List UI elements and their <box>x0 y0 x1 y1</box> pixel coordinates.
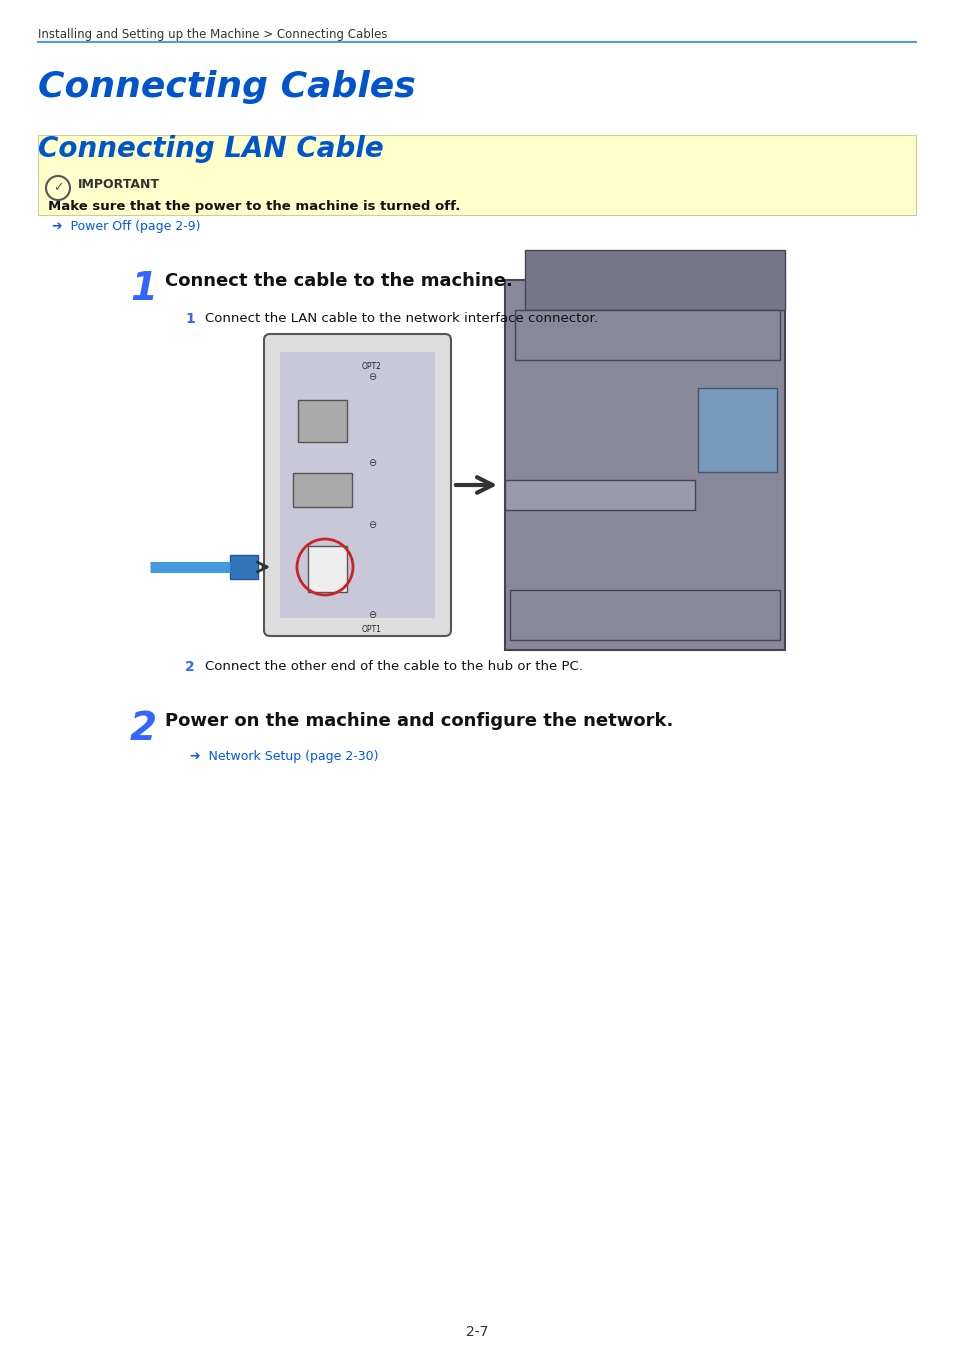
FancyBboxPatch shape <box>524 250 784 310</box>
Text: Connect the other end of the cable to the hub or the PC.: Connect the other end of the cable to th… <box>205 660 582 674</box>
Text: 2: 2 <box>130 710 157 748</box>
FancyBboxPatch shape <box>230 555 257 579</box>
Text: 1: 1 <box>130 270 157 308</box>
FancyBboxPatch shape <box>308 545 347 593</box>
FancyArrowPatch shape <box>257 562 267 572</box>
Text: ⊖: ⊖ <box>368 458 375 468</box>
FancyBboxPatch shape <box>504 481 695 510</box>
Text: 2: 2 <box>185 660 194 674</box>
Text: 1: 1 <box>185 312 194 325</box>
FancyBboxPatch shape <box>698 387 776 472</box>
FancyBboxPatch shape <box>510 590 780 640</box>
FancyBboxPatch shape <box>504 279 784 649</box>
FancyBboxPatch shape <box>297 400 347 441</box>
Text: ⊖: ⊖ <box>368 373 375 382</box>
Text: ➔  Network Setup (page 2-30): ➔ Network Setup (page 2-30) <box>190 751 378 763</box>
Text: Connecting Cables: Connecting Cables <box>38 70 416 104</box>
FancyBboxPatch shape <box>280 352 435 618</box>
Text: ➔  Power Off (page 2-9): ➔ Power Off (page 2-9) <box>52 220 200 234</box>
Text: Installing and Setting up the Machine > Connecting Cables: Installing and Setting up the Machine > … <box>38 28 387 40</box>
FancyArrowPatch shape <box>456 477 492 493</box>
Text: ⊖: ⊖ <box>368 610 375 620</box>
Text: Connect the LAN cable to the network interface connector.: Connect the LAN cable to the network int… <box>205 312 598 325</box>
Text: ✓: ✓ <box>52 181 63 194</box>
Text: OPT2: OPT2 <box>362 362 381 371</box>
Text: IMPORTANT: IMPORTANT <box>78 178 160 192</box>
FancyBboxPatch shape <box>264 333 451 636</box>
Text: 2-7: 2-7 <box>465 1324 488 1339</box>
FancyBboxPatch shape <box>38 135 915 215</box>
Text: Connect the cable to the machine.: Connect the cable to the machine. <box>165 271 513 290</box>
Text: Make sure that the power to the machine is turned off.: Make sure that the power to the machine … <box>48 200 460 213</box>
Text: Power on the machine and configure the network.: Power on the machine and configure the n… <box>165 711 673 730</box>
Text: OPT1: OPT1 <box>362 625 381 634</box>
Text: Connecting LAN Cable: Connecting LAN Cable <box>38 135 383 163</box>
FancyBboxPatch shape <box>515 310 780 360</box>
Text: ⊖: ⊖ <box>368 520 375 531</box>
FancyBboxPatch shape <box>293 472 352 508</box>
